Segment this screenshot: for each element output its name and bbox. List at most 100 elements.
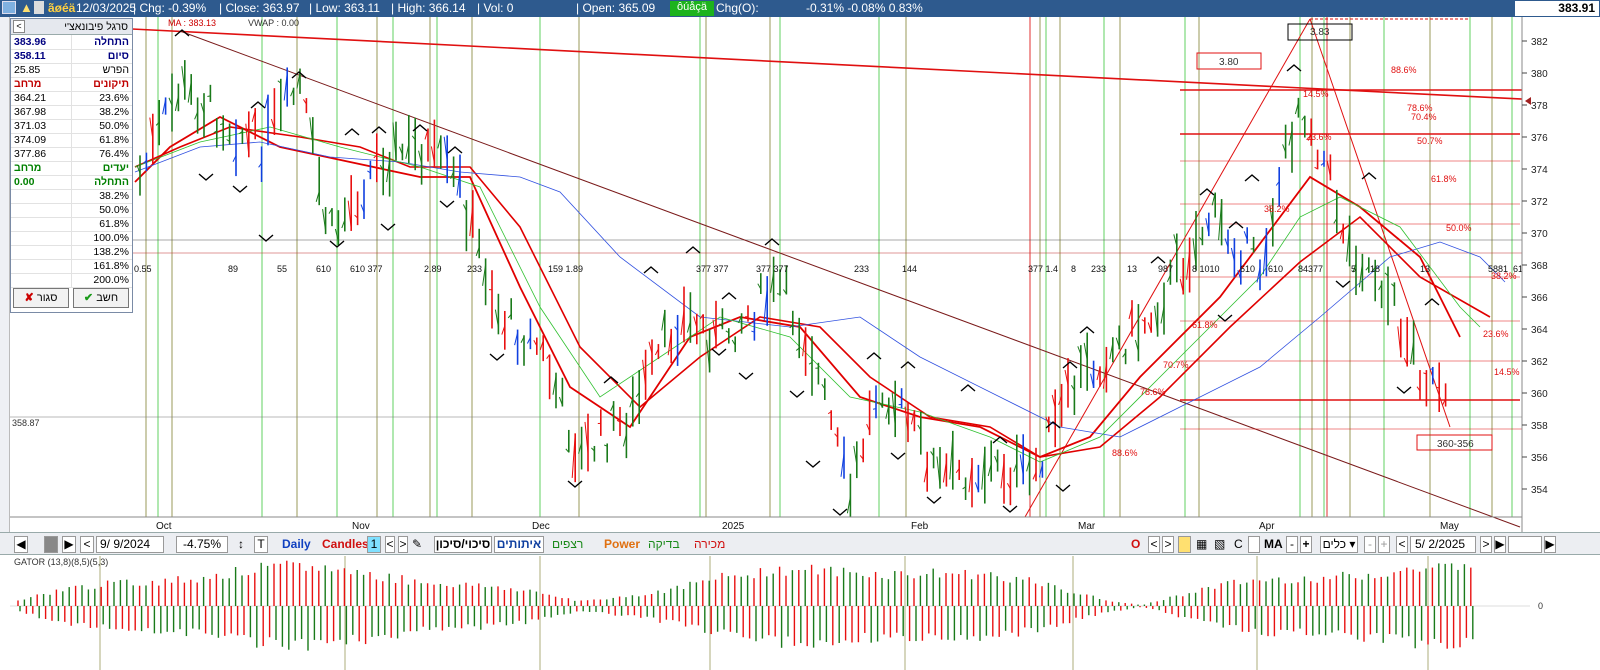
bar-open xyxy=(443,136,448,162)
bar-open xyxy=(667,331,672,356)
left-scroll-strip[interactable] xyxy=(0,17,10,532)
prev-date-button[interactable]: < xyxy=(80,536,94,553)
pivot-low xyxy=(567,480,583,488)
disabled-minus[interactable]: - xyxy=(1364,536,1376,553)
price-bar xyxy=(1160,282,1165,335)
end-date-next[interactable]: > xyxy=(1480,536,1492,553)
price-bar xyxy=(194,97,199,134)
bar-open xyxy=(1186,250,1191,280)
tab-signals[interactable]: איתותים xyxy=(494,536,544,553)
price-bar xyxy=(226,123,231,145)
gator-oscillator[interactable]: 0 xyxy=(10,556,1600,670)
fib-value xyxy=(11,231,72,246)
price-bar xyxy=(174,83,180,112)
fib-pct-label: 50.7% xyxy=(1417,136,1443,146)
table-icon[interactable]: ▧ xyxy=(1214,537,1226,551)
pivot-high xyxy=(866,352,882,360)
price-bar xyxy=(1211,192,1216,218)
scroll-right-end[interactable]: ▶ xyxy=(1494,536,1506,553)
price-bars xyxy=(136,60,1447,518)
scroll-thumb[interactable] xyxy=(44,536,58,553)
ma-minus[interactable]: - xyxy=(1286,536,1298,553)
collapse-arrow-icon[interactable]: < xyxy=(13,20,25,33)
bar-open xyxy=(642,359,647,387)
end-date-prev[interactable]: < xyxy=(1396,536,1408,553)
close-button[interactable]: ✘ סגור xyxy=(13,288,69,308)
right-scroll-track[interactable] xyxy=(1508,536,1542,553)
bar-open xyxy=(277,80,282,84)
fib-label: יעדים xyxy=(71,161,132,176)
vertical-resize-icon[interactable]: ↕ xyxy=(238,537,244,551)
price-bar xyxy=(949,430,954,490)
check-button[interactable]: בדיקה xyxy=(648,537,680,551)
price-bar xyxy=(866,390,871,436)
price-bar xyxy=(1243,227,1248,244)
quote-header-bar: ▲ ãøéä 12/03/2025 | Chg: -0.39% | Close:… xyxy=(0,0,1600,17)
doc-icon[interactable] xyxy=(34,1,44,14)
price-bar xyxy=(443,135,449,184)
color-square-icon[interactable] xyxy=(1178,536,1191,553)
scroll-right-button[interactable]: ▶ xyxy=(62,536,76,553)
candles-prev[interactable]: < xyxy=(385,536,395,553)
box-380-text: 3.80 xyxy=(1219,57,1239,68)
price-bar xyxy=(1205,212,1210,237)
fib-value xyxy=(11,217,72,232)
price-bar xyxy=(898,388,903,409)
price-bar xyxy=(277,78,282,132)
quote-low: | Low: 363.11 xyxy=(309,1,380,15)
tab-sequences[interactable]: רצפים xyxy=(552,537,584,551)
bar-open xyxy=(533,340,538,347)
bar-open xyxy=(1397,326,1402,356)
bar-open xyxy=(770,272,775,293)
bar-open xyxy=(604,444,608,447)
ma-toggle[interactable]: MA xyxy=(1264,537,1283,551)
bar-open xyxy=(1083,342,1088,361)
c-button[interactable]: C xyxy=(1234,537,1243,551)
pivot-low xyxy=(439,200,455,208)
grid-icon[interactable]: ▦ xyxy=(1196,537,1208,551)
price-bar xyxy=(187,74,192,105)
fib-label: 23.6% xyxy=(71,91,132,106)
pen-icon[interactable]: ✎ xyxy=(412,537,423,551)
tab-risk-reward[interactable]: סיכוי/סיכון xyxy=(434,536,492,553)
bar-open xyxy=(949,434,954,480)
t-button[interactable]: T xyxy=(254,536,268,553)
end-date-picker[interactable]: 5/ 2/2025 xyxy=(1410,536,1476,553)
tools-dropdown[interactable]: כלים ▾ xyxy=(1320,536,1358,553)
disabled-plus[interactable]: + xyxy=(1378,536,1390,553)
ma-plus[interactable]: + xyxy=(1300,536,1312,553)
candles-next[interactable]: > xyxy=(398,536,408,553)
nav-back[interactable]: < xyxy=(1148,536,1160,553)
price-bar xyxy=(1384,266,1389,326)
start-date-picker[interactable]: 9/ 9/2024 xyxy=(96,536,164,553)
pct-change-field[interactable]: -4.75% xyxy=(176,536,228,553)
price-bar xyxy=(1358,253,1364,292)
bar-open xyxy=(782,289,787,295)
ma-header-label: MA : 383.13 xyxy=(168,18,216,28)
power-button[interactable]: Power xyxy=(604,537,641,551)
bar-open xyxy=(232,155,237,162)
nav-fwd[interactable]: > xyxy=(1162,536,1174,553)
o-button[interactable]: O xyxy=(1131,537,1141,551)
period-daily[interactable]: Daily xyxy=(282,537,311,551)
sell-button[interactable]: מכירה xyxy=(694,537,726,551)
price-bar xyxy=(604,443,609,463)
price-tick: 376 xyxy=(1531,133,1548,144)
chart-type-candles[interactable]: Candles xyxy=(322,537,369,551)
price-chart[interactable]: 0.55 89 55 610 610 377 2.89 233 159 1.89 377 377… xyxy=(0,17,1600,532)
price-bar xyxy=(1179,257,1184,295)
candles-number[interactable]: 1 xyxy=(367,536,381,553)
fib-number: 55 xyxy=(277,264,287,274)
ma-checkbox[interactable] xyxy=(1248,536,1260,553)
price-marker xyxy=(1525,97,1531,105)
signal-badge: ôúåçä xyxy=(670,1,714,16)
app-icon[interactable] xyxy=(2,1,16,14)
scroll-left-button[interactable]: ◀ xyxy=(14,536,28,553)
price-bar xyxy=(1397,318,1402,358)
price-bar xyxy=(1403,317,1408,367)
price-bar xyxy=(738,313,743,334)
bar-open xyxy=(1224,238,1229,248)
calculate-button[interactable]: ✔ חשב xyxy=(73,288,129,308)
right-scroll-arrow[interactable]: ▶ xyxy=(1544,536,1556,553)
fib-number: 610 xyxy=(316,264,331,274)
